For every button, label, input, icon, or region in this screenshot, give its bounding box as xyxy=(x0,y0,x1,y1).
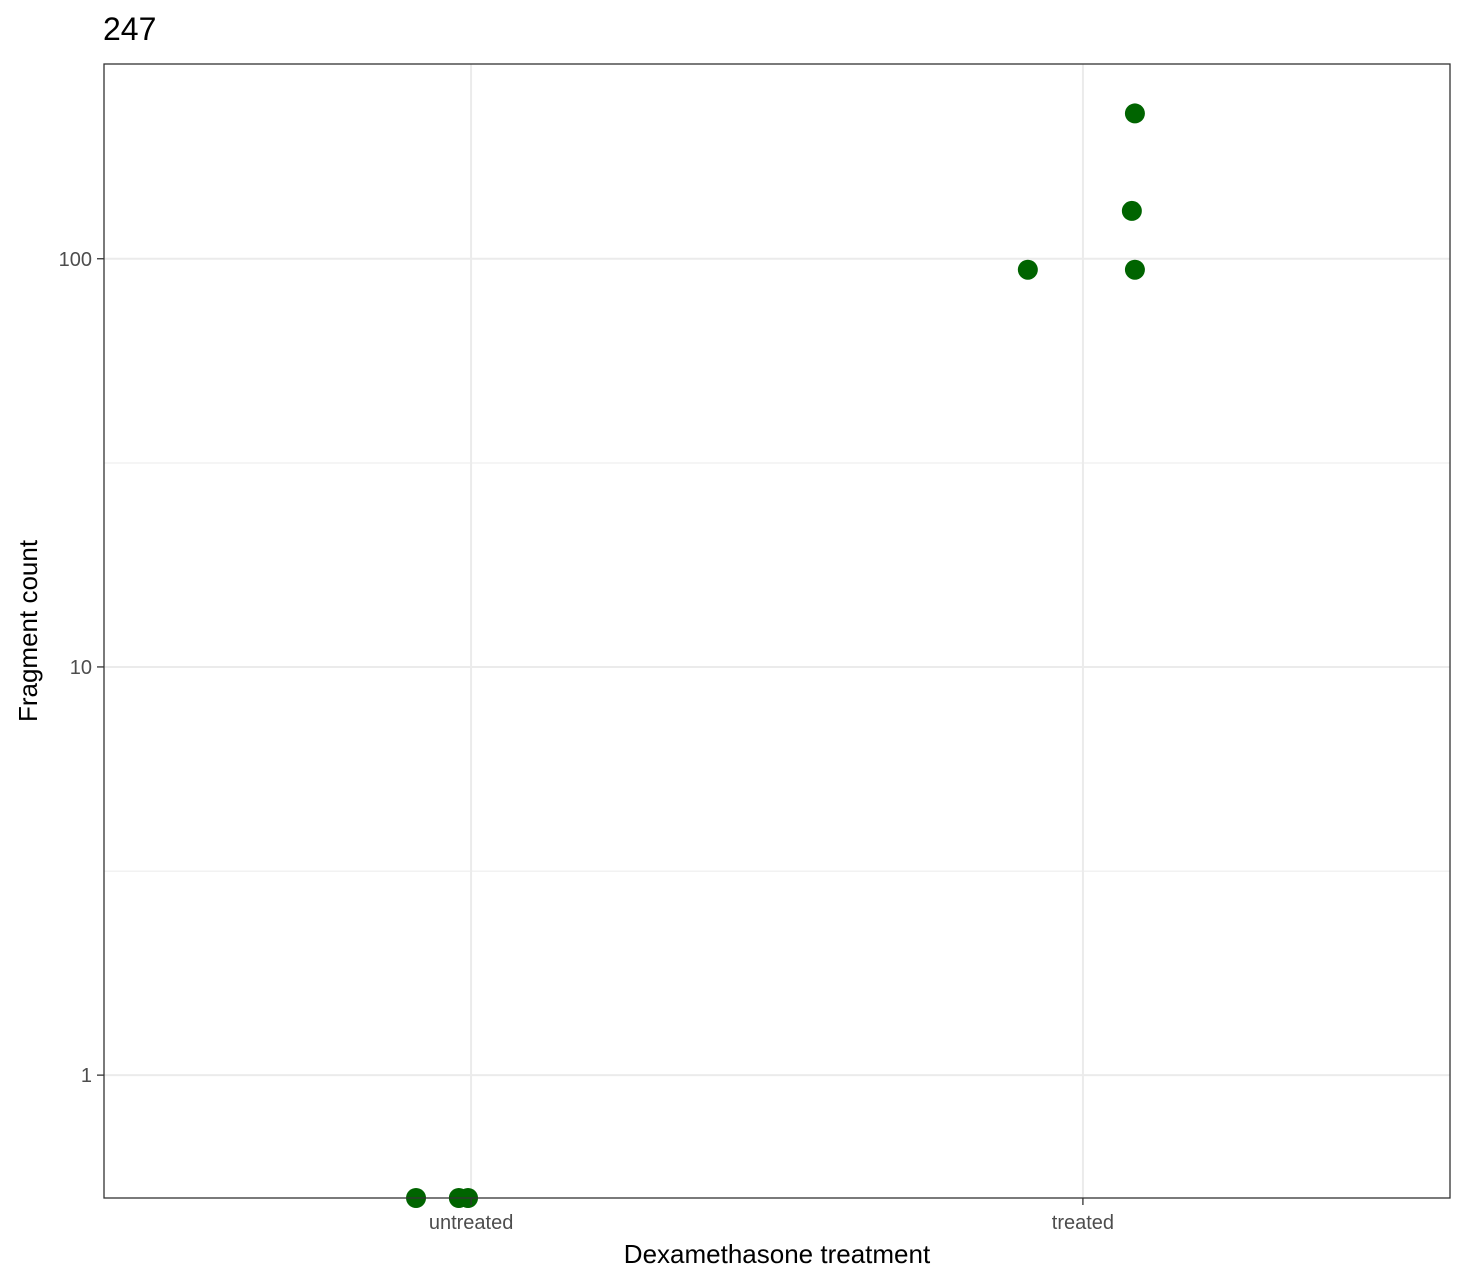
y-axis-title: Fragment count xyxy=(13,539,43,722)
y-tick-label: 1 xyxy=(81,1065,92,1087)
data-point xyxy=(1124,259,1145,280)
x-tick-label: untreated xyxy=(429,1212,514,1234)
data-point xyxy=(1017,259,1038,280)
x-tick-label: treated xyxy=(1052,1212,1114,1234)
x-axis-title: Dexamethasone treatment xyxy=(624,1239,931,1269)
points xyxy=(406,103,1145,1208)
data-point xyxy=(1124,103,1145,124)
chart-title: 247 xyxy=(103,11,156,47)
axes: 1 10 100 untreated treated xyxy=(59,249,1114,1234)
y-tick-label: 10 xyxy=(70,657,92,679)
y-tick-label: 100 xyxy=(59,249,92,271)
grid xyxy=(104,64,1450,1198)
data-point xyxy=(1121,200,1142,221)
plot-panel-border xyxy=(103,63,1451,1199)
